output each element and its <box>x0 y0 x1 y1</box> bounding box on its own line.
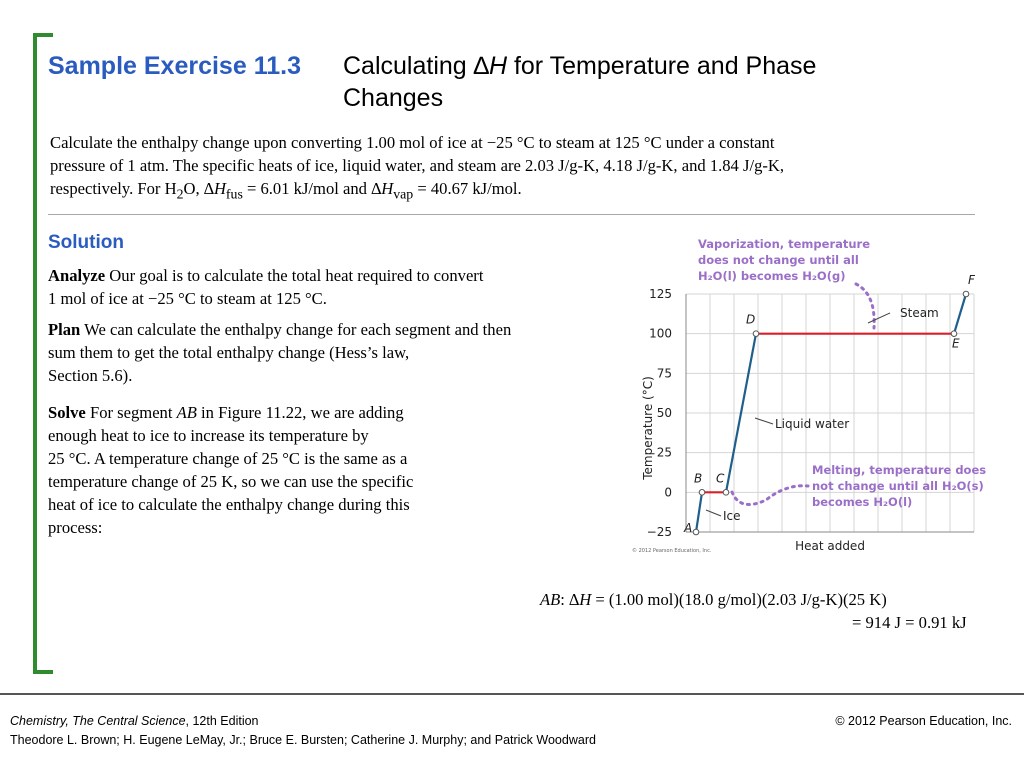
slide-bracket <box>33 33 37 674</box>
vaporization-callout: Vaporization, temperature does not chang… <box>698 237 870 283</box>
point-a <box>692 528 700 536</box>
point-label-d: D <box>746 313 755 327</box>
footer-authors: Theodore L. Brown; H. Eugene LeMay, Jr.;… <box>10 733 596 747</box>
ice-label: Ice <box>723 509 741 523</box>
slide-bracket-top <box>33 33 53 37</box>
y-tick-label: 25 <box>657 446 672 460</box>
liquid-water-leader <box>754 417 774 425</box>
liquid-water-label: Liquid water <box>775 417 849 431</box>
melt-callout-pointer <box>730 484 810 506</box>
solution-heading: Solution <box>48 232 124 253</box>
footer-rule <box>0 693 1024 695</box>
point-e <box>950 330 958 337</box>
point-label-e: E <box>952 337 960 351</box>
exercise-number: Sample Exercise 11.3 <box>48 52 301 80</box>
steam-leader <box>867 312 891 324</box>
problem-statement: Calculate the enthalpy change upon conve… <box>50 133 785 202</box>
ice-leader <box>705 509 722 517</box>
y-tick-label: −25 <box>647 525 672 539</box>
melt-callout-line1: Melting, temperature does <box>812 463 986 477</box>
point-d <box>752 330 760 337</box>
chart-credit: © 2012 Pearson Education, Inc. <box>632 547 712 554</box>
point-label-f: F <box>968 273 976 287</box>
y-tick-label: 75 <box>657 366 672 380</box>
x-axis-label: Heat added <box>795 539 865 553</box>
equation-line-2: = 914 J = 0.91 kJ <box>852 613 967 632</box>
melt-callout-line2: not change until all H₂O(s) <box>812 479 984 493</box>
point-label-a: A <box>683 521 692 535</box>
curve-segment-ef <box>952 293 968 334</box>
vap-callout-pointer <box>854 282 876 330</box>
point-label-c: C <box>716 471 725 485</box>
steam-label: Steam <box>900 306 939 320</box>
solve-paragraph: Solve For segment AB in Figure 11.22, we… <box>48 403 414 537</box>
title-text: Calculating ∆H for Temperature and Phase… <box>343 52 817 112</box>
y-axis-label: Temperature (°C) <box>641 376 655 481</box>
curve-segment-cd <box>724 333 758 493</box>
analyze-paragraph: Analyze Our goal is to calculate the tot… <box>48 266 484 308</box>
footer-book: Chemistry, The Central Science, 12th Edi… <box>10 714 259 728</box>
point-b <box>698 489 706 496</box>
footer-copyright: © 2012 Pearson Education, Inc. <box>835 714 1012 728</box>
melting-callout: Melting, temperature does not change unt… <box>812 463 986 509</box>
equation-line-1: AB: ∆H = (1.00 mol)(18.0 g/mol)(2.03 J/g… <box>540 590 887 609</box>
y-tick-label: 50 <box>657 406 672 420</box>
point-f <box>962 290 970 298</box>
point-c <box>722 489 730 496</box>
plan-paragraph: Plan We can calculate the enthalpy chang… <box>48 320 512 385</box>
vap-callout-line1: Vaporization, temperature <box>698 237 870 251</box>
heating-curve-chart: 125 100 75 50 25 0 −25 A B C D E F Vaporization, te… <box>632 237 986 554</box>
y-tick-label: 100 <box>649 327 672 341</box>
y-tick-label: 125 <box>649 287 672 301</box>
slide-bracket-bottom <box>33 670 53 674</box>
y-tick-label: 0 <box>664 485 672 499</box>
vap-callout-line3: H₂O(l) becomes H₂O(g) <box>698 269 845 283</box>
slide-title: Sample Exercise 11.3 Calculating ∆H for … <box>48 50 928 112</box>
point-label-b: B <box>694 471 702 485</box>
melt-callout-line3: becomes H₂O(l) <box>812 495 912 509</box>
vap-callout-line2: does not change until all <box>698 253 859 267</box>
curve-segment-ab <box>694 492 704 533</box>
divider <box>48 214 975 215</box>
